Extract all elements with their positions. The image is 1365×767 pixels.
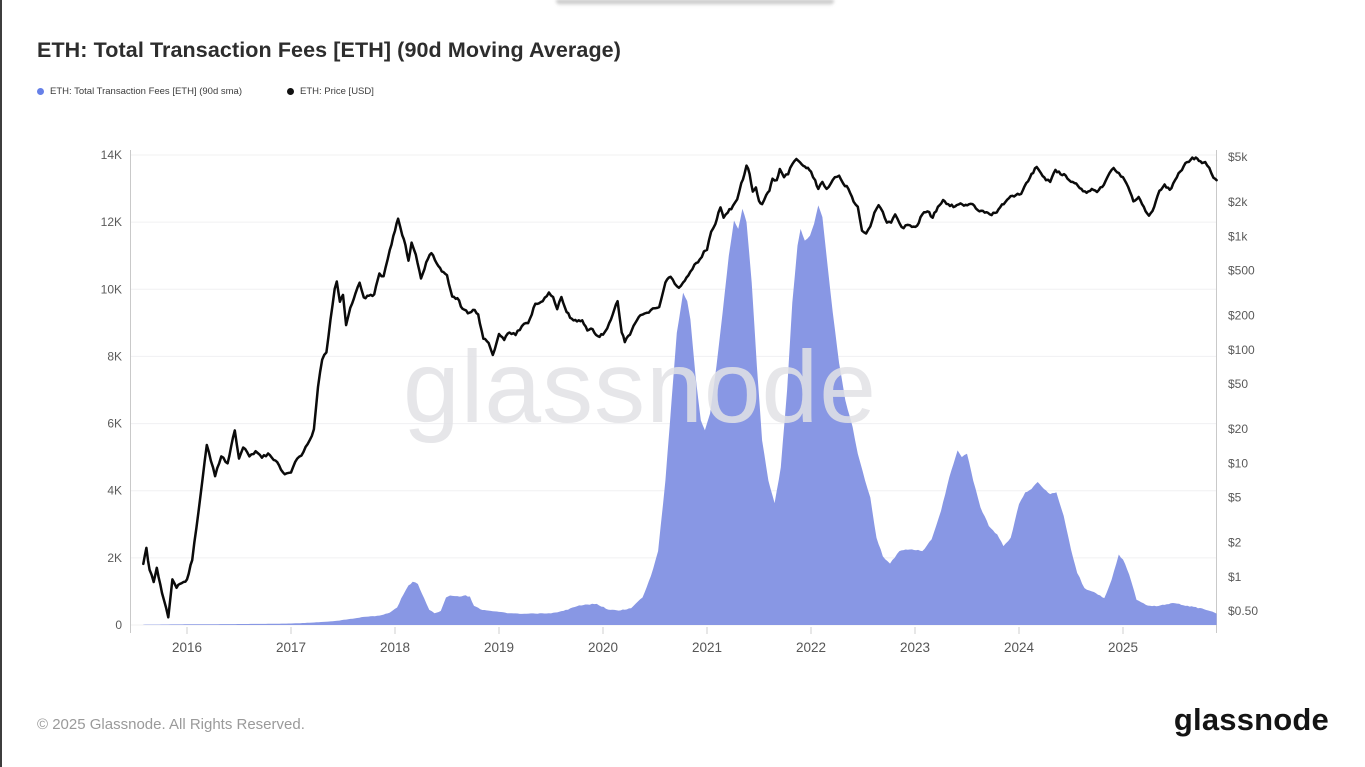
y-right-tick-label: $1	[1228, 570, 1242, 584]
y-right-tick-label: $20	[1228, 422, 1248, 436]
y-right-tick-label: $500	[1228, 264, 1255, 278]
left-edge-border	[0, 0, 2, 767]
y-left-tick-label: 2K	[107, 551, 122, 565]
y-right-tick-label: $10	[1228, 456, 1248, 470]
legend-label-price: ETH: Price [USD]	[300, 86, 374, 97]
page-title: ETH: Total Transaction Fees [ETH] (90d M…	[37, 38, 621, 63]
fees-area-series	[143, 205, 1217, 625]
x-tick-label: 2019	[484, 640, 514, 655]
y-left-tick-label: 8K	[107, 349, 122, 363]
x-tick-label: 2020	[588, 640, 618, 655]
x-tick-label: 2022	[796, 640, 826, 655]
legend-item-fees[interactable]: ETH: Total Transaction Fees [ETH] (90d s…	[37, 86, 242, 97]
y-right-tick-label: $1k	[1228, 229, 1248, 243]
x-tick-label: 2021	[692, 640, 722, 655]
y-right-tick-label: $2k	[1228, 195, 1248, 209]
y-right-tick-label: $100	[1228, 343, 1255, 357]
x-tick-label: 2023	[900, 640, 930, 655]
y-left-tick-label: 6K	[107, 417, 122, 431]
y-right-tick-label: $5	[1228, 491, 1242, 505]
legend: ETH: Total Transaction Fees [ETH] (90d s…	[0, 86, 1365, 100]
watermark-glassnode: glassnode	[403, 330, 877, 444]
y-right-tick-label: $5k	[1228, 150, 1248, 164]
copyright-text: © 2025 Glassnode. All Rights Reserved.	[37, 716, 305, 733]
legend-marker-price-icon	[287, 88, 294, 95]
x-tick-label: 2016	[172, 640, 202, 655]
y-right-tick-label: $0.50	[1228, 604, 1258, 618]
x-tick-label: 2024	[1004, 640, 1035, 655]
legend-label-fees: ETH: Total Transaction Fees [ETH] (90d s…	[50, 86, 243, 97]
top-edge-shadow	[556, 0, 834, 6]
y-left-tick-label: 10K	[101, 282, 122, 296]
x-tick-label: 2025	[1108, 640, 1138, 655]
y-left-tick-label: 14K	[101, 148, 122, 162]
y-right-tick-label: $2	[1228, 536, 1242, 550]
y-left-tick-label: 12K	[101, 215, 122, 229]
y-right-tick-label: $50	[1228, 377, 1248, 391]
glassnode-logo: glassnode	[1173, 702, 1329, 737]
legend-marker-fees-icon	[37, 88, 44, 95]
y-right-tick-label: $200	[1228, 309, 1255, 323]
y-left-tick-label: 4K	[107, 484, 122, 498]
x-tick-label: 2018	[380, 640, 410, 655]
x-tick-label: 2017	[276, 640, 306, 655]
y-left-tick-label: 0	[115, 618, 122, 632]
price-line-series	[142, 156, 1218, 619]
chart-plot[interactable]: glassnode 2016 2017 2018 2019 2020 2021 2022 202…	[0, 0, 1365, 690]
legend-item-price[interactable]: ETH: Price [USD]	[287, 86, 374, 97]
